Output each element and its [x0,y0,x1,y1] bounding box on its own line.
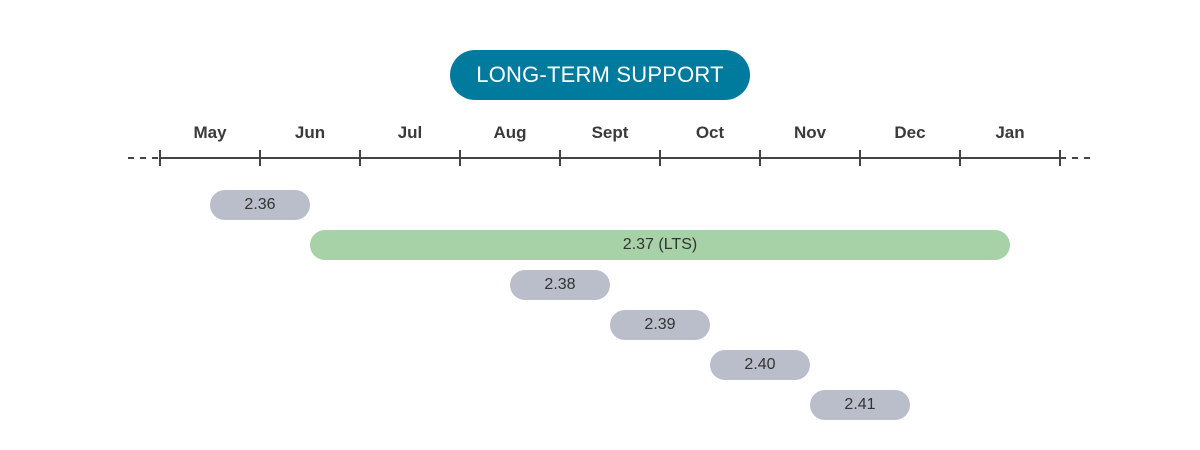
release-label: 2.36 [244,196,276,213]
release-label: 2.39 [644,316,676,333]
release-label: 2.37 (LTS) [622,236,698,253]
release-label: 2.38 [544,276,576,293]
month-label: Sept [591,123,629,142]
release-bar: 2.38 [510,270,610,300]
release-label: 2.40 [744,356,776,373]
month-label: Nov [793,123,827,142]
month-label: Jan [995,123,1025,142]
release-bar: 2.39 [610,310,710,340]
month-label: Dec [894,123,926,142]
release-bar: 2.40 [710,350,810,380]
release-bar: 2.36 [210,190,310,220]
release-bar: 2.41 [810,390,910,420]
title-badge: LONG-TERM SUPPORT [450,50,750,100]
month-label: May [193,123,227,142]
release-label: 2.41 [844,396,876,413]
month-label: Jun [294,123,326,142]
month-label: Oct [695,123,725,142]
release-bar-lts: 2.37 (LTS) [310,230,1010,260]
month-label: Aug [493,123,527,142]
month-label: Jul [397,123,423,142]
